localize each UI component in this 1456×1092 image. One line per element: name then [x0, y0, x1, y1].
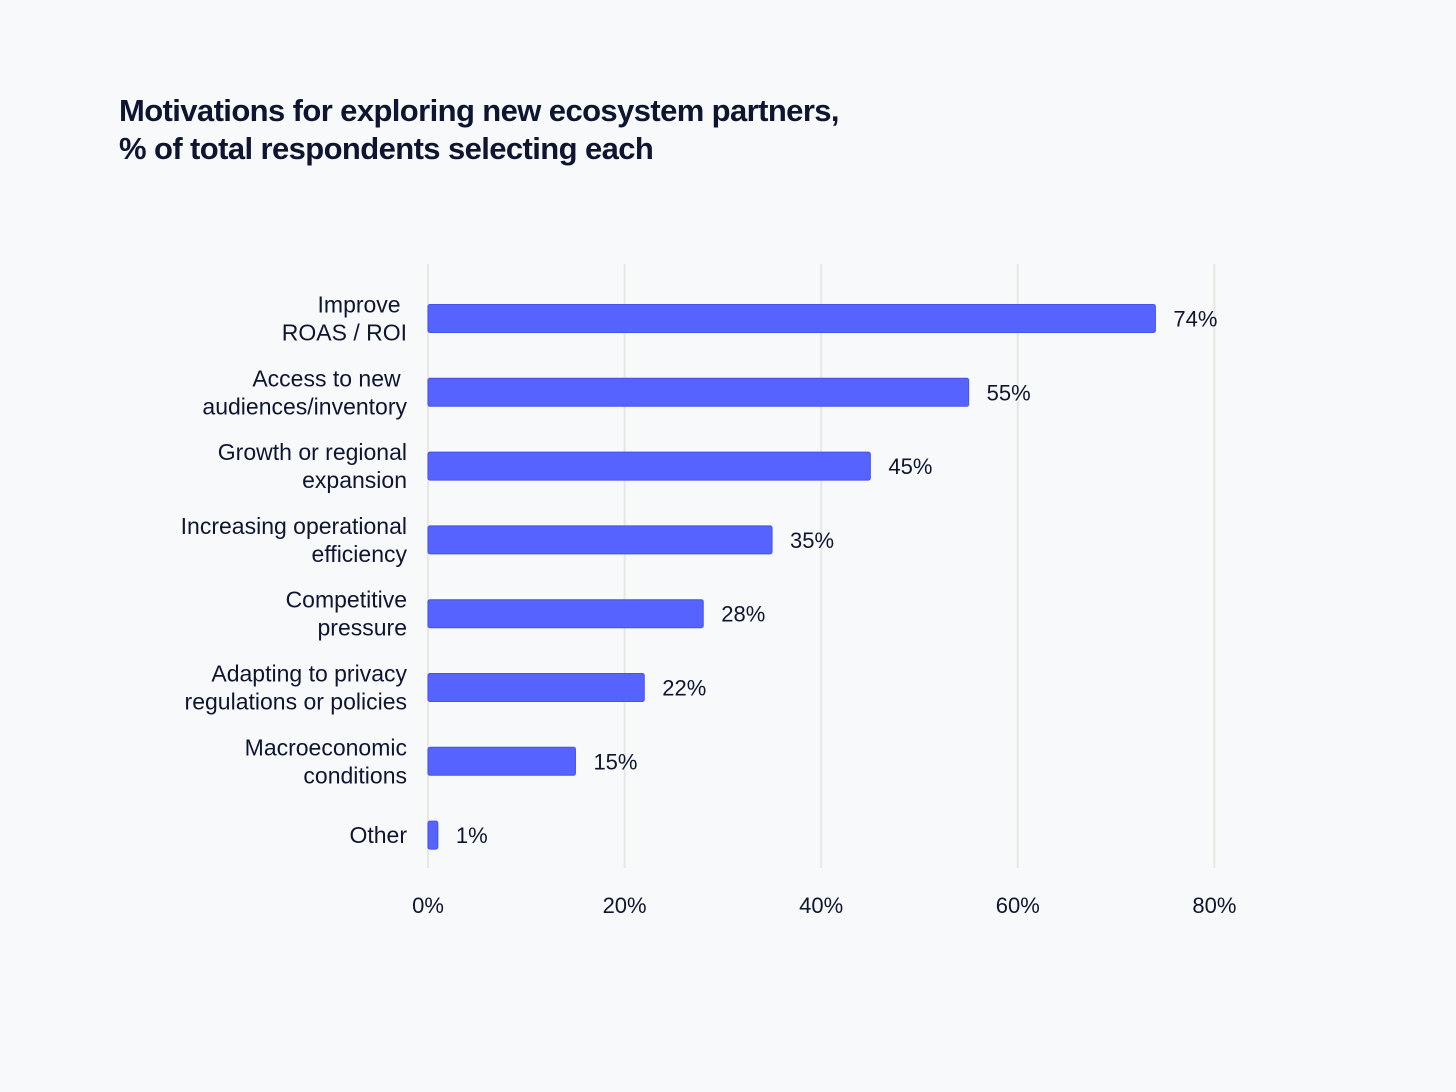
- bar-value-label: 74%: [1173, 307, 1217, 332]
- bar: [427, 673, 645, 702]
- category-label-line: Growth or regional: [218, 439, 407, 465]
- x-tick-label: 80%: [1192, 893, 1236, 918]
- bar: [427, 304, 1156, 333]
- category-label-line: Adapting to privacy: [211, 661, 407, 687]
- bar-value-label: 15%: [593, 749, 637, 774]
- category-label-line: Improve: [318, 292, 407, 318]
- chart-title-line-2: % of total respondents selecting each: [119, 131, 654, 166]
- bar-value-label: 35%: [790, 528, 834, 553]
- bar-value-label: 45%: [888, 454, 932, 479]
- category-label-line: ROAS / ROI: [282, 320, 407, 346]
- bar-value-label: 55%: [987, 380, 1031, 405]
- bar: [427, 451, 871, 481]
- category-label-line: efficiency: [312, 541, 408, 567]
- bars: [427, 304, 1156, 850]
- bar: [427, 599, 704, 629]
- category-labels: Improve ROAS / ROI Access to new audience…: [181, 292, 408, 849]
- category-label: Competitive pressure: [286, 587, 407, 641]
- category-label-line: audiences/inventory: [202, 393, 407, 419]
- category-label-line: Competitive: [286, 587, 407, 613]
- chart-title-line-1: Motivations for exploring new ecosystem …: [119, 93, 840, 128]
- bar-value-label: 22%: [662, 676, 706, 701]
- x-tick-label: 0%: [412, 893, 444, 918]
- category-label-line: conditions: [303, 762, 407, 788]
- bar-value-label: 1%: [456, 823, 488, 848]
- category-label: Improve ROAS / ROI: [282, 292, 407, 346]
- category-label: Other: [349, 822, 407, 848]
- x-tick-label: 40%: [799, 893, 843, 918]
- bar: [427, 746, 576, 776]
- category-label: Macroeconomic conditions: [245, 734, 407, 788]
- x-tick-label: 20%: [603, 893, 647, 918]
- bar: [427, 820, 439, 850]
- gridlines: [427, 264, 1216, 868]
- category-label: Adapting to privacy regulations or polici…: [185, 661, 408, 715]
- category-label: Growth or regional expansion: [218, 439, 407, 493]
- value-labels: 74% 55% 45% 35% 28% 22% 15% 1%: [456, 307, 1218, 849]
- category-label: Increasing operational efficiency: [181, 513, 408, 567]
- category-label-line: Access to new: [252, 365, 407, 391]
- bar: [427, 525, 773, 555]
- category-label: Access to new audiences/inventory: [202, 365, 407, 419]
- category-label-line: Other: [349, 822, 407, 848]
- x-axis-ticks: 0% 20% 40% 60% 80%: [412, 893, 1236, 918]
- x-tick-label: 60%: [996, 893, 1040, 918]
- bar: [427, 377, 970, 407]
- bar-value-label: 28%: [721, 602, 765, 627]
- category-label-line: regulations or policies: [185, 689, 407, 715]
- category-label-line: Macroeconomic: [245, 734, 407, 760]
- category-label-line: pressure: [318, 615, 407, 641]
- category-label-line: expansion: [302, 467, 407, 493]
- category-label-line: Increasing operational: [181, 513, 407, 539]
- chart-title: Motivations for exploring new ecosystem …: [119, 92, 840, 168]
